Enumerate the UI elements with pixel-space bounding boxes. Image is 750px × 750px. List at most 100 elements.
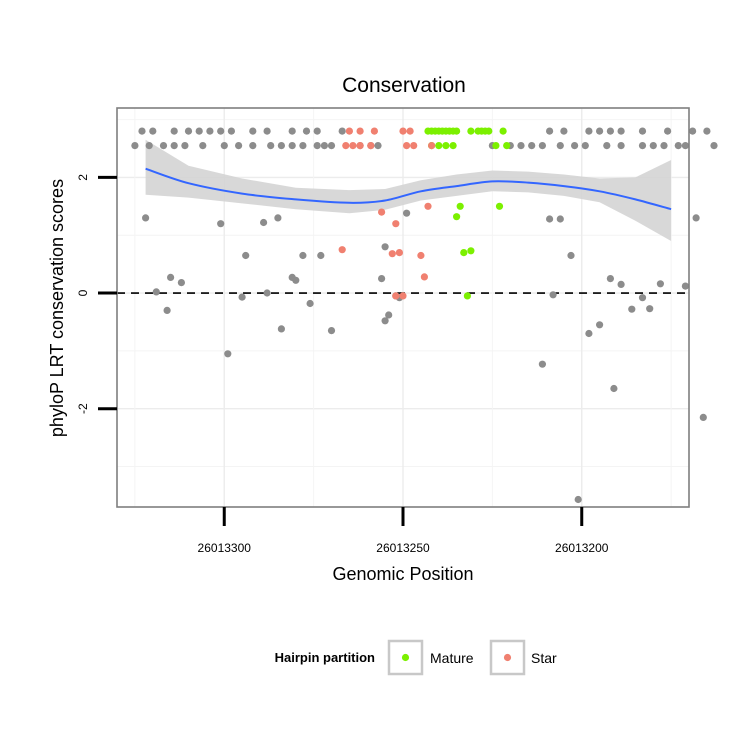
data-point-star	[378, 208, 386, 216]
data-point-other	[159, 142, 168, 150]
data-point-other	[184, 127, 193, 135]
data-point-other	[227, 127, 235, 135]
x-axis-title: Genomic Position	[332, 564, 473, 584]
data-point-other	[313, 127, 321, 135]
grid	[117, 108, 689, 507]
data-point-other	[170, 142, 178, 150]
data-point-other	[320, 142, 328, 150]
data-point-other	[288, 127, 296, 135]
data-point-other	[681, 282, 690, 290]
data-point-star	[410, 142, 418, 150]
data-point-other	[274, 214, 282, 222]
data-point-other	[299, 251, 307, 260]
data-point-other	[374, 142, 382, 150]
legend-key-mature	[387, 639, 424, 676]
data-point-other	[199, 142, 207, 150]
data-point-other	[538, 360, 547, 368]
data-point-other	[263, 127, 271, 135]
legend-point-star	[503, 653, 512, 662]
data-point-mature	[442, 142, 450, 150]
data-point-other	[317, 251, 325, 260]
data-point-mature	[453, 127, 461, 135]
data-point-other	[546, 215, 554, 223]
data-point-other	[528, 142, 536, 150]
data-point-other	[260, 218, 268, 227]
y-tick-label: 0	[76, 289, 90, 296]
data-point-other	[267, 142, 275, 150]
data-point-other	[292, 276, 300, 284]
data-point-other	[674, 142, 682, 150]
data-point-star	[399, 292, 407, 300]
data-point-other	[617, 142, 625, 150]
data-point-other	[277, 142, 285, 150]
data-point-other	[181, 142, 189, 150]
data-point-other	[703, 127, 711, 135]
data-point-other	[638, 127, 647, 135]
data-point-star	[342, 142, 350, 150]
data-point-other	[596, 127, 604, 135]
data-point-mature	[503, 142, 511, 150]
data-point-star	[356, 127, 364, 135]
smooth-trend-line	[145, 167, 672, 211]
legend-label-mature: Mature	[430, 650, 474, 666]
legend: Hairpin partition Mature Star	[275, 639, 557, 676]
data-point-other	[277, 325, 285, 333]
data-point-other	[378, 275, 386, 283]
data-point-star	[403, 142, 411, 150]
y-tick-label: -2	[76, 403, 90, 414]
data-point-star	[388, 250, 396, 258]
y-axis-title: phyloP LRT conservation scores	[47, 179, 67, 437]
data-point-mature	[467, 247, 475, 255]
data-point-mature	[467, 127, 475, 135]
series-other	[131, 127, 718, 504]
data-point-other	[664, 127, 672, 135]
data-point-other	[606, 275, 615, 283]
data-point-other	[546, 127, 554, 135]
data-point-mature	[460, 249, 468, 257]
data-point-other	[649, 142, 657, 150]
data-point-star	[399, 127, 407, 135]
data-point-other	[538, 142, 547, 150]
data-point-star	[392, 292, 400, 300]
data-point-other	[327, 142, 336, 150]
data-point-other	[235, 142, 243, 150]
legend-label-star: Star	[531, 650, 557, 666]
data-point-other	[327, 327, 336, 335]
data-point-mature	[485, 127, 493, 135]
x-axis: 26013300 26013250 26013200	[198, 507, 609, 555]
data-point-other	[288, 142, 296, 150]
data-point-other	[638, 294, 647, 302]
data-point-other	[238, 293, 246, 301]
data-point-other	[681, 142, 690, 150]
data-point-other	[263, 289, 271, 297]
data-point-other	[206, 127, 214, 135]
data-point-other	[142, 214, 150, 222]
legend-title: Hairpin partition	[275, 650, 375, 665]
data-point-other	[692, 214, 700, 222]
data-point-star	[417, 251, 425, 260]
data-point-other	[699, 413, 707, 421]
data-point-other	[167, 273, 175, 281]
x-tick-label: 26013250	[376, 541, 430, 555]
data-point-other	[163, 306, 171, 314]
data-point-other	[549, 291, 557, 299]
data-point-other	[338, 127, 346, 135]
data-point-other	[152, 288, 160, 296]
data-point-other	[517, 142, 525, 150]
data-point-mature	[495, 202, 504, 210]
series-star	[338, 127, 436, 300]
data-point-other	[581, 142, 589, 150]
data-point-other	[217, 127, 225, 135]
chart-title: Conservation	[342, 74, 466, 97]
data-point-other	[224, 350, 232, 358]
data-point-mature	[435, 142, 443, 150]
data-point-mature	[456, 202, 464, 210]
data-point-other	[217, 220, 225, 228]
data-point-star	[420, 273, 428, 281]
data-point-other	[617, 280, 625, 288]
legend-key-star	[489, 639, 526, 676]
data-point-star	[395, 249, 403, 257]
data-point-other	[689, 127, 697, 135]
data-point-other	[567, 251, 575, 260]
